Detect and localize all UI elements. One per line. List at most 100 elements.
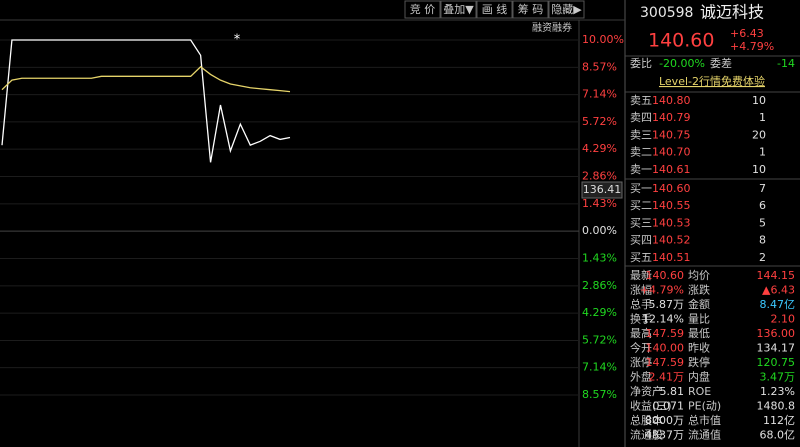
ratio: -20.00% — [659, 57, 705, 70]
book-label: 买三 — [630, 216, 652, 229]
cursor-price: 136.41 — [583, 183, 622, 196]
stat-label: 外盘 — [630, 370, 652, 384]
y-tick-label: 8.57% — [582, 388, 617, 401]
y-tick-label: 5.72% — [582, 115, 617, 128]
stat-label: 总市值 — [688, 413, 721, 427]
stat-value: 147.59 — [646, 327, 685, 340]
toolbar-button[interactable] — [476, 0, 513, 19]
stat-label: 流通股 — [630, 428, 663, 442]
book-label: 卖三 — [630, 128, 652, 141]
book-label: 卖一 — [630, 163, 652, 176]
cursor-box — [581, 181, 623, 199]
toolbar-label[interactable]: 画 线 — [482, 2, 508, 16]
y-tick-label: 8.57% — [582, 60, 617, 73]
stat-label: 涨跌 — [688, 283, 710, 297]
y-tick-label: 2.86% — [582, 279, 617, 292]
stat-label: 净资产 — [630, 384, 663, 398]
toolbar-button[interactable] — [512, 0, 549, 19]
stat-label: 流通值 — [688, 428, 721, 442]
book-volume: 8 — [759, 234, 766, 247]
stat-value: 112亿 — [763, 414, 795, 427]
toolbar-button[interactable] — [440, 0, 477, 19]
stat-value: 1.23% — [760, 385, 795, 398]
book-price: 140.51 — [652, 251, 691, 264]
book-volume: 5 — [759, 216, 766, 229]
stat-value: 2.41万 — [649, 371, 685, 384]
change-pct: +4.79% — [730, 40, 774, 53]
stat-value: 2.10 — [771, 313, 796, 326]
book-label: 买五 — [630, 251, 652, 264]
stat-value: 134.17 — [757, 342, 796, 355]
y-tick-label: 7.14% — [582, 88, 617, 101]
stat-value: 140.00 — [646, 342, 685, 355]
y-tick-label: 5.72% — [582, 334, 617, 347]
stat-label: 总股本 — [630, 413, 663, 427]
stat-label: 换手 — [630, 312, 652, 326]
y-tick-label: 2.86% — [582, 169, 617, 182]
book-price: 140.55 — [652, 199, 691, 212]
book-label: 买一 — [630, 182, 652, 195]
book-volume: 1 — [759, 111, 766, 124]
stat-label: 今开 — [630, 341, 652, 355]
toolbar-label[interactable]: 筹 码 — [518, 2, 544, 16]
price-line — [1, 65, 291, 93]
stat-label: 均价 — [688, 269, 710, 282]
last-price: 140.60 — [648, 30, 714, 52]
stat-value: 8.47亿 — [760, 298, 796, 311]
y-tick-label: 10.00% — [582, 33, 624, 46]
stat-value: 5.87万 — [649, 298, 685, 311]
book-price: 140.52 — [652, 234, 691, 247]
price-line — [1, 39, 291, 163]
stock-code: 300598 — [640, 5, 693, 21]
stat-value: 136.00 — [757, 327, 796, 340]
stat-label: 涨幅 — [630, 284, 652, 297]
book-price: 140.80 — [652, 94, 691, 107]
book-price: 140.61 — [652, 163, 691, 176]
book-price: 140.75 — [652, 128, 691, 141]
toolbar-label[interactable]: 叠加▼ — [443, 3, 474, 16]
book-volume: 10 — [752, 163, 766, 176]
stat-value: 147.59 — [646, 356, 685, 369]
stat-value: 144.15 — [757, 269, 796, 282]
book-label: 买二 — [630, 199, 652, 212]
diff: -14 — [777, 57, 795, 70]
stat-value: 4837万 — [645, 429, 684, 442]
book-volume: 6 — [759, 199, 766, 212]
stat-value: 140.60 — [646, 269, 685, 282]
stat-label: PE(动) — [688, 400, 721, 413]
stat-value: ▲6.43 — [762, 284, 795, 297]
book-price: 140.70 — [652, 146, 691, 159]
stat-value: 3.47万 — [760, 371, 796, 384]
margin-label: 融资融券 — [532, 21, 572, 34]
book-label: 卖五 — [630, 94, 652, 107]
stat-label: 最新 — [630, 268, 652, 282]
level2-link[interactable]: Level-2行情免费体验 — [659, 74, 765, 88]
book-label: 卖二 — [630, 146, 652, 159]
book-volume: 20 — [752, 128, 766, 141]
toolbar-label[interactable]: 竞 价 — [410, 2, 436, 16]
stat-value: 120.75 — [757, 356, 796, 369]
book-volume: 2 — [759, 251, 766, 264]
toolbar-label[interactable]: 隐藏▶ — [551, 3, 582, 16]
toolbar-button[interactable] — [548, 0, 585, 19]
book-volume: 7 — [759, 182, 766, 195]
stat-value: 5.81 — [660, 385, 685, 398]
y-tick-label: 4.29% — [582, 306, 617, 319]
stat-label: 收益(三) — [630, 399, 672, 413]
toolbar-button[interactable] — [404, 0, 441, 19]
stat-value: 8000万 — [645, 414, 684, 427]
y-tick-label: 1.43% — [582, 197, 617, 210]
stat-label: 总手 — [630, 297, 652, 311]
book-volume: 10 — [752, 94, 766, 107]
stat-label: 量比 — [688, 313, 710, 326]
book-label: 买四 — [630, 234, 652, 247]
stat-value: 12.14% — [642, 313, 684, 326]
stat-label: 涨停 — [630, 355, 652, 369]
stat-label: 跌停 — [688, 355, 710, 369]
stock-name: 诚迈科技 — [700, 3, 764, 22]
stat-label: 金额 — [688, 297, 710, 311]
stat-value: +4.79% — [640, 284, 684, 297]
